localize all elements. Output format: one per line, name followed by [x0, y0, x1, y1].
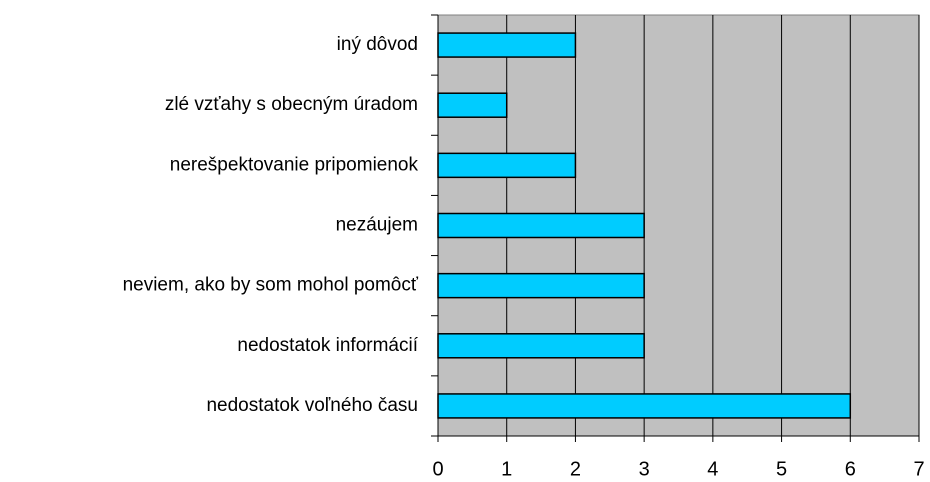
y-tick-label: zlé vzťahy s obecným úradom	[165, 94, 418, 115]
bar	[437, 212, 645, 239]
x-tick-label: 5	[776, 458, 787, 480]
x-tick-label: 7	[913, 458, 924, 480]
x-tick-label: 0	[432, 458, 443, 480]
bar	[437, 32, 577, 58]
y-tick-label: nedostatok voľného času	[206, 395, 418, 416]
y-tick-label: nedostatok informácií	[237, 335, 418, 356]
bar	[437, 333, 645, 359]
x-tick-label: 3	[639, 458, 650, 480]
y-tick-label: neviem, ako by som mohol pomôcť	[123, 275, 419, 296]
bar	[437, 152, 577, 179]
bar	[437, 92, 508, 118]
x-tick-label: 4	[707, 458, 718, 480]
x-tick-label: 2	[570, 458, 581, 480]
y-tick-label: nezáujem	[336, 215, 418, 236]
bar	[437, 393, 852, 419]
x-tick-label: 1	[501, 458, 512, 480]
y-tick-label: iný dôvod	[337, 34, 418, 55]
x-tick-label: 6	[845, 458, 856, 480]
y-tick-label: nerešpektovanie pripomienok	[170, 154, 419, 175]
bar	[437, 272, 645, 299]
